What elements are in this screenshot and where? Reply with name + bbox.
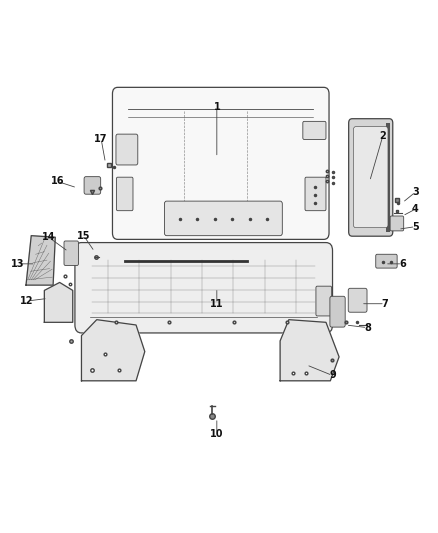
FancyBboxPatch shape <box>64 241 78 265</box>
Text: 7: 7 <box>381 298 389 309</box>
Text: 9: 9 <box>329 370 336 381</box>
Polygon shape <box>44 282 73 322</box>
Text: 15: 15 <box>77 231 90 241</box>
FancyBboxPatch shape <box>116 134 138 165</box>
Polygon shape <box>280 320 339 381</box>
Text: 1: 1 <box>213 102 220 112</box>
Text: 5: 5 <box>412 222 419 232</box>
Text: 10: 10 <box>210 429 223 439</box>
Text: 17: 17 <box>94 134 108 144</box>
Polygon shape <box>81 320 145 381</box>
Text: 13: 13 <box>11 259 24 269</box>
FancyBboxPatch shape <box>390 216 404 231</box>
Text: 16: 16 <box>51 176 64 187</box>
Text: 8: 8 <box>364 322 371 333</box>
FancyBboxPatch shape <box>348 288 367 312</box>
Text: 3: 3 <box>412 187 419 197</box>
FancyBboxPatch shape <box>113 87 329 239</box>
Text: 14: 14 <box>42 232 56 243</box>
Text: 4: 4 <box>412 204 419 214</box>
FancyBboxPatch shape <box>303 122 326 140</box>
Bar <box>386 123 390 232</box>
Polygon shape <box>26 236 55 285</box>
Text: 11: 11 <box>210 298 223 309</box>
FancyBboxPatch shape <box>305 177 326 211</box>
FancyBboxPatch shape <box>376 254 397 268</box>
FancyBboxPatch shape <box>84 176 101 194</box>
FancyBboxPatch shape <box>353 127 388 228</box>
FancyBboxPatch shape <box>316 286 332 316</box>
FancyBboxPatch shape <box>330 296 345 327</box>
Text: 12: 12 <box>20 296 34 306</box>
FancyBboxPatch shape <box>164 201 283 236</box>
Text: 6: 6 <box>399 259 406 269</box>
FancyBboxPatch shape <box>75 243 332 333</box>
Text: 2: 2 <box>379 131 386 141</box>
FancyBboxPatch shape <box>117 177 133 211</box>
FancyBboxPatch shape <box>349 119 393 236</box>
